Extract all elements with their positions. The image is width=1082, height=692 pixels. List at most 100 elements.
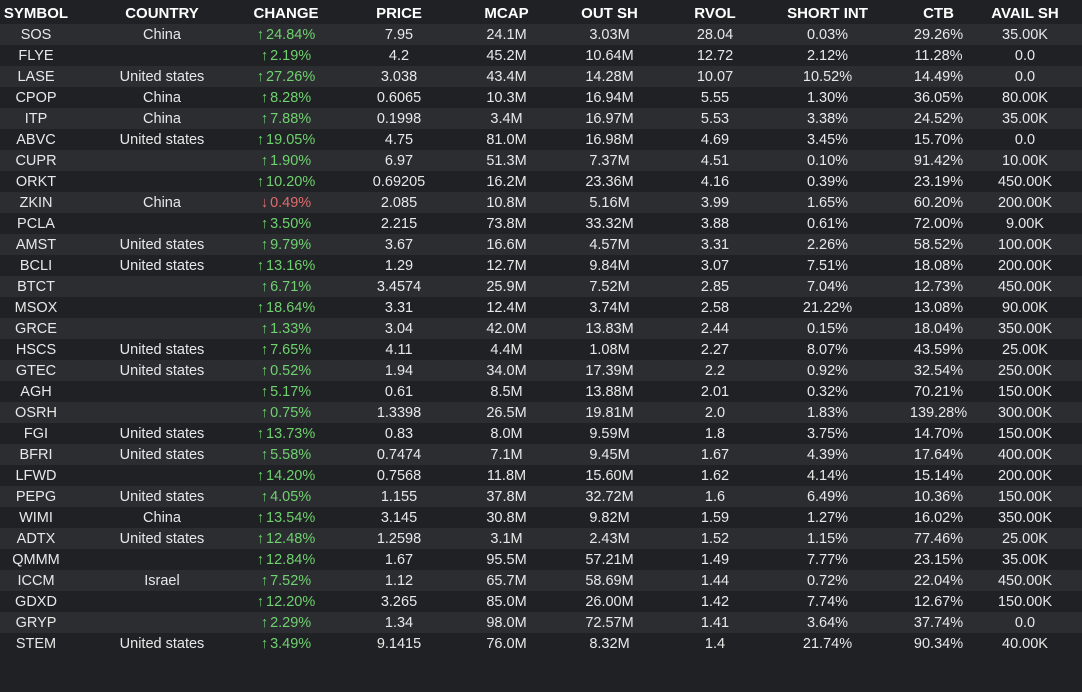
cell-price: 0.61: [320, 381, 478, 402]
column-header-change[interactable]: CHANGE: [253, 4, 319, 22]
column-header-out-sh[interactable]: OUT SH: [581, 4, 638, 22]
table-row[interactable]: QMMM ↑ 12.84% 1.67 95.5M 57.21M 1.49 7.77% 23.15…: [0, 549, 1082, 570]
cell-symbol: LASE: [0, 66, 72, 87]
change-value: 18.64%: [266, 299, 316, 316]
table-row[interactable]: SOS China ↑ 24.84% 7.95 24.1M 3.03M 28.04 0.03% 2…: [0, 24, 1082, 45]
change-value: 12.48%: [266, 530, 316, 547]
cell-price: 0.6065: [320, 87, 478, 108]
column-header-rvol[interactable]: RVOL: [694, 4, 736, 22]
cell-symbol: GTEC: [0, 360, 72, 381]
table-row[interactable]: PCLA ↑ 3.50% 2.215 73.8M 33.32M 3.88 0.61% 72.00…: [0, 213, 1082, 234]
table-row[interactable]: GRYP ↑ 2.29% 1.34 98.0M 72.57M 1.41 3.64% 37.74%…: [0, 612, 1082, 633]
arrow-up-icon: ↑: [260, 362, 269, 379]
cell-avail-sh: 350.00K: [968, 507, 1082, 528]
cell-out-sh: 5.16M: [535, 192, 684, 213]
cell-avail-sh: 450.00K: [968, 570, 1082, 591]
cell-mcap: 51.3M: [478, 150, 535, 171]
cell-country: United states: [72, 486, 252, 507]
table-row[interactable]: BFRI United states ↑ 5.58% 0.7474 7.1M 9.45M 1.…: [0, 444, 1082, 465]
table-row[interactable]: FLYE ↑ 2.19% 4.2 45.2M 10.64M 12.72 2.12% 11.28%…: [0, 45, 1082, 66]
cell-out-sh: 3.03M: [535, 24, 684, 45]
change-value: 19.05%: [266, 131, 316, 148]
cell-symbol: GRCE: [0, 318, 72, 339]
table-row[interactable]: BTCT ↑ 6.71% 3.4574 25.9M 7.52M 2.85 7.04% 12.73…: [0, 276, 1082, 297]
table-row[interactable]: ADTX United states ↑ 12.48% 1.2598 3.1M 2.43M 1…: [0, 528, 1082, 549]
column-header-price[interactable]: PRICE: [376, 4, 422, 22]
cell-symbol: OSRH: [0, 402, 72, 423]
cell-ctb: 17.64%: [909, 444, 968, 465]
table-row[interactable]: LFWD ↑ 14.20% 0.7568 11.8M 15.60M 1.62 4.14% 15.…: [0, 465, 1082, 486]
arrow-up-icon: ↑: [260, 614, 269, 631]
column-header-mcap[interactable]: MCAP: [484, 4, 529, 22]
column-header-symbol[interactable]: SYMBOL: [3, 4, 69, 22]
cell-out-sh: 7.37M: [535, 150, 684, 171]
table-row[interactable]: OSRH ↑ 0.75% 1.3398 26.5M 19.81M 2.0 1.83% 139.2…: [0, 402, 1082, 423]
cell-avail-sh: 150.00K: [968, 423, 1082, 444]
cell-out-sh: 3.74M: [535, 297, 684, 318]
cell-country: United states: [72, 255, 252, 276]
table-row[interactable]: ABVC United states ↑ 19.05% 4.75 81.0M 16.98M 4…: [0, 129, 1082, 150]
change-value: 13.16%: [266, 257, 316, 274]
cell-mcap: 10.3M: [478, 87, 535, 108]
cell-rvol: 1.62: [684, 465, 746, 486]
table-row[interactable]: WIMI China ↑ 13.54% 3.145 30.8M 9.82M 1.59 1.27%…: [0, 507, 1082, 528]
cell-price: 3.265: [320, 591, 478, 612]
table-row[interactable]: FGI United states ↑ 13.73% 0.83 8.0M 9.59M 1.8 3…: [0, 423, 1082, 444]
cell-short-int: 7.51%: [746, 255, 909, 276]
cell-symbol: ZKIN: [0, 192, 72, 213]
cell-mcap: 98.0M: [478, 612, 535, 633]
cell-ctb: 18.04%: [909, 318, 968, 339]
cell-price: 2.085: [320, 192, 478, 213]
cell-mcap: 4.4M: [478, 339, 535, 360]
table-row[interactable]: ORKT ↑ 10.20% 0.69205 16.2M 23.36M 4.16 0.39% 23…: [0, 171, 1082, 192]
table-row[interactable]: GRCE ↑ 1.33% 3.04 42.0M 13.83M 2.44 0.15% 18.04%…: [0, 318, 1082, 339]
column-header-short-int[interactable]: SHORT INT: [787, 4, 868, 22]
table-row[interactable]: MSOX ↑ 18.64% 3.31 12.4M 3.74M 2.58 21.22% 13.08…: [0, 297, 1082, 318]
cell-rvol: 4.51: [684, 150, 746, 171]
table-row[interactable]: CUPR ↑ 1.90% 6.97 51.3M 7.37M 4.51 0.10% 91.42% 1…: [0, 150, 1082, 171]
table-row[interactable]: ITP China ↑ 7.88% 0.1998 3.4M 16.97M 5.53 3.38% 2…: [0, 108, 1082, 129]
cell-short-int: 7.04%: [746, 276, 909, 297]
cell-rvol: 3.99: [684, 192, 746, 213]
arrow-up-icon: ↑: [260, 635, 269, 652]
change-value: 10.20%: [266, 173, 316, 190]
column-header-ctb[interactable]: CTB: [923, 4, 954, 22]
table-row[interactable]: LASE United states ↑ 27.26% 3.038 43.4M 14.28M…: [0, 66, 1082, 87]
table-row[interactable]: AGH ↑ 5.17% 0.61 8.5M 13.88M 2.01 0.32% 70.21% 15…: [0, 381, 1082, 402]
cell-rvol: 2.2: [684, 360, 746, 381]
cell-ctb: 36.05%: [909, 87, 968, 108]
table-row[interactable]: ZKIN China ↓ 0.49% 2.085 10.8M 5.16M 3.99 1.65% 6…: [0, 192, 1082, 213]
arrow-up-icon: ↑: [260, 320, 269, 337]
cell-avail-sh: 35.00K: [968, 549, 1082, 570]
table-row[interactable]: CPOP China ↑ 8.28% 0.6065 10.3M 16.94M 5.55 1.30…: [0, 87, 1082, 108]
cell-change: ↑ 7.52%: [252, 570, 320, 591]
cell-change: ↑ 10.20%: [252, 171, 320, 192]
cell-rvol: 2.27: [684, 339, 746, 360]
cell-out-sh: 17.39M: [535, 360, 684, 381]
cell-short-int: 1.30%: [746, 87, 909, 108]
table-row[interactable]: GTEC United states ↑ 0.52% 1.94 34.0M 17.39M 2.…: [0, 360, 1082, 381]
cell-symbol: STEM: [0, 633, 72, 654]
cell-price: 0.7568: [320, 465, 478, 486]
cell-avail-sh: 350.00K: [968, 318, 1082, 339]
header-row: SYMBOL COUNTRY CHANGE PRICE MCAP OUT SH …: [0, 0, 1082, 24]
table-row[interactable]: BCLI United states ↑ 13.16% 1.29 12.7M 9.84M 3.…: [0, 255, 1082, 276]
arrow-up-icon: ↑: [260, 446, 269, 463]
column-header-avail-sh[interactable]: AVAIL SH: [991, 4, 1059, 22]
table-row[interactable]: HSCS United states ↑ 7.65% 4.11 4.4M 1.08M 2.27…: [0, 339, 1082, 360]
table-row[interactable]: AMST United states ↑ 9.79% 3.67 16.6M 4.57M 3.3…: [0, 234, 1082, 255]
table-row[interactable]: GDXD ↑ 12.20% 3.265 85.0M 26.00M 1.42 7.74% 12.6…: [0, 591, 1082, 612]
arrow-up-icon: ↑: [256, 257, 265, 274]
table-row[interactable]: ICCM Israel ↑ 7.52% 1.12 65.7M 58.69M 1.44 0.72%…: [0, 570, 1082, 591]
column-header-country[interactable]: COUNTRY: [125, 4, 199, 22]
cell-short-int: 2.12%: [746, 45, 909, 66]
cell-price: 7.95: [320, 24, 478, 45]
cell-out-sh: 10.64M: [535, 45, 684, 66]
table-row[interactable]: STEM United states ↑ 3.49% 9.1415 76.0M 8.32M 1…: [0, 633, 1082, 654]
cell-avail-sh: 90.00K: [968, 297, 1082, 318]
cell-ctb: 13.08%: [909, 297, 968, 318]
cell-mcap: 16.2M: [478, 171, 535, 192]
table-row[interactable]: PEPG United states ↑ 4.05% 1.155 37.8M 32.72M 1…: [0, 486, 1082, 507]
cell-country: [72, 318, 252, 339]
arrow-up-icon: ↑: [260, 278, 269, 295]
